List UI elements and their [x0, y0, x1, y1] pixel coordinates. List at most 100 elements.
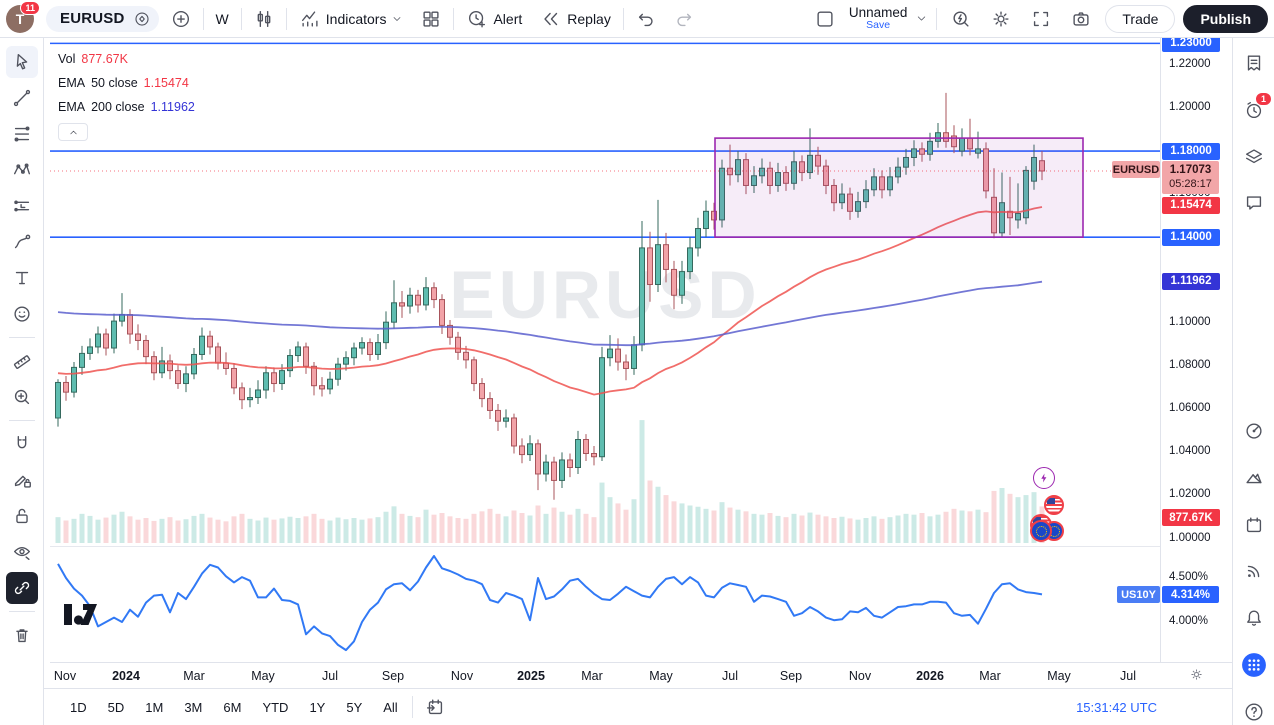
compare-add-symbol-button[interactable]: [165, 3, 197, 35]
sidebar-apps[interactable]: [1240, 652, 1268, 678]
avatar-initial: T: [15, 10, 25, 27]
yield-tick: 4.500%: [1169, 571, 1209, 583]
alert-button[interactable]: Alert: [460, 5, 528, 33]
ema200-legend-row[interactable]: EMA 200 close 1.11962: [58, 95, 195, 119]
replay-button[interactable]: Replay: [534, 5, 617, 33]
sidebar-notifications[interactable]: [1240, 605, 1268, 631]
tool-text[interactable]: [6, 262, 38, 294]
tool-measure[interactable]: [6, 345, 38, 377]
undo-button[interactable]: [630, 3, 662, 35]
sidebar-alerts[interactable]: 1: [1240, 91, 1272, 123]
calendar-arrow-icon: [426, 699, 442, 715]
ema200-line[interactable]: [57, 280, 1043, 347]
tool-lock-drawings[interactable]: [6, 500, 38, 532]
price-scale[interactable]: 1.220001.200001.160001.100001.080001.060…: [1161, 34, 1232, 662]
watermark: EURUSD: [449, 257, 760, 333]
layout-name-block[interactable]: Unnamed Save: [849, 5, 908, 32]
us10y-line[interactable]: [57, 555, 1043, 652]
chart-canvas[interactable]: EURUSD: [50, 38, 1160, 662]
sidebar-object-tree[interactable]: [1240, 144, 1268, 170]
tool-xabcd-pattern[interactable]: [6, 154, 38, 186]
tool-cursor[interactable]: [5, 46, 38, 78]
range-3m[interactable]: 3M: [177, 696, 209, 719]
sidebar-calendar[interactable]: [1240, 512, 1268, 538]
tool-remove-drawings[interactable]: [6, 619, 38, 651]
trash-icon: [15, 629, 28, 643]
save-link[interactable]: Save: [866, 19, 891, 32]
range-1d[interactable]: 1D: [63, 696, 94, 719]
price-badge: 1.14000: [1162, 228, 1220, 246]
tool-zoom-in[interactable]: [6, 381, 38, 413]
time-label-month: Jul: [322, 669, 338, 683]
time-scale-gear-icon[interactable]: [1189, 667, 1204, 682]
divider: [285, 7, 287, 30]
sidebar-ideas[interactable]: [1240, 465, 1268, 491]
ema-params: 200 close: [91, 100, 145, 114]
ema50-legend-row[interactable]: EMA 50 close 1.15474: [58, 71, 195, 95]
price-tick: 1.00000: [1169, 531, 1211, 544]
box-drawing[interactable]: [714, 137, 1084, 238]
indicators-button[interactable]: Indicators: [293, 5, 410, 33]
position-tool-icon: [13, 200, 29, 212]
volume-legend-row[interactable]: Vol 877.67K: [58, 47, 195, 71]
tool-emoji[interactable]: [6, 298, 38, 330]
go-to-date-button[interactable]: [419, 691, 451, 723]
tool-hide-drawings[interactable]: [6, 536, 38, 568]
tool-brush[interactable]: [6, 226, 38, 258]
tool-drawing-mode[interactable]: [6, 464, 38, 496]
radar-icon: [1245, 423, 1262, 439]
tool-fib-retracement[interactable]: [6, 118, 38, 150]
timeframe-button[interactable]: W: [210, 8, 235, 30]
indicators-label: Indicators: [325, 10, 387, 27]
time-label-month: Jul: [722, 669, 738, 683]
symbol-search-button[interactable]: EURUSD: [46, 5, 159, 32]
range-all[interactable]: All: [376, 696, 404, 719]
tool-sync-drawings[interactable]: [5, 572, 38, 604]
range-1m[interactable]: 1M: [138, 696, 170, 719]
price-badge: 1.23000: [1162, 34, 1220, 52]
sidebar-screener[interactable]: [1240, 418, 1268, 444]
redo-button[interactable]: [668, 3, 700, 35]
chevron-down-icon: [394, 16, 401, 21]
pane-divider[interactable]: [50, 546, 1232, 547]
time-label-month: Jul: [1120, 669, 1136, 683]
broadcast-icon: [1247, 566, 1259, 578]
range-5y[interactable]: 5Y: [339, 696, 369, 719]
range-1y[interactable]: 1Y: [302, 696, 332, 719]
camera-icon: [1073, 11, 1089, 26]
tool-trend-line[interactable]: [6, 82, 38, 114]
sidebar-help[interactable]: [1240, 699, 1268, 725]
publish-button[interactable]: Publish: [1183, 4, 1268, 33]
replay-label: Replay: [567, 10, 611, 27]
session-clock[interactable]: 15:31:42 UTC: [1076, 699, 1157, 715]
ema50-line[interactable]: [57, 206, 1043, 396]
quick-search-button[interactable]: [945, 3, 977, 35]
sidebar-chat[interactable]: [1240, 190, 1268, 216]
user-avatar[interactable]: T 11: [6, 0, 40, 33]
trade-button[interactable]: Trade: [1105, 4, 1176, 33]
legend-collapse-button[interactable]: [58, 123, 88, 141]
range-5d[interactable]: 5D: [101, 696, 132, 719]
tradingview-logo[interactable]: [64, 604, 97, 625]
divider: [8, 337, 35, 338]
chevron-down-icon[interactable]: [915, 12, 928, 25]
axis-divider: [1160, 38, 1161, 688]
range-ytd[interactable]: YTD: [255, 696, 295, 719]
fullscreen-button[interactable]: [1025, 3, 1057, 35]
save-layout-button[interactable]: [809, 3, 841, 35]
ema-label: EMA: [58, 100, 86, 114]
chart-style-button[interactable]: [248, 3, 280, 35]
sidebar-streams[interactable]: [1240, 559, 1268, 585]
save-layout-box-icon: [817, 10, 833, 27]
range-6m[interactable]: 6M: [216, 696, 248, 719]
sidebar-watchlist[interactable]: [1240, 50, 1268, 76]
snapshot-button[interactable]: [1065, 3, 1097, 35]
time-scale[interactable]: Nov 2024 Mar May Jul Sep Nov 2025 Mar May Jul Sep No…: [50, 662, 1232, 688]
chart-settings-button[interactable]: [985, 3, 1017, 35]
link-icon: [14, 581, 29, 595]
layout-select-button[interactable]: [415, 3, 447, 35]
tool-position[interactable]: [6, 190, 38, 222]
price-badge: 1.18000: [1162, 142, 1220, 160]
tool-magnet[interactable]: [6, 428, 38, 460]
gear-icon: [993, 10, 1009, 27]
